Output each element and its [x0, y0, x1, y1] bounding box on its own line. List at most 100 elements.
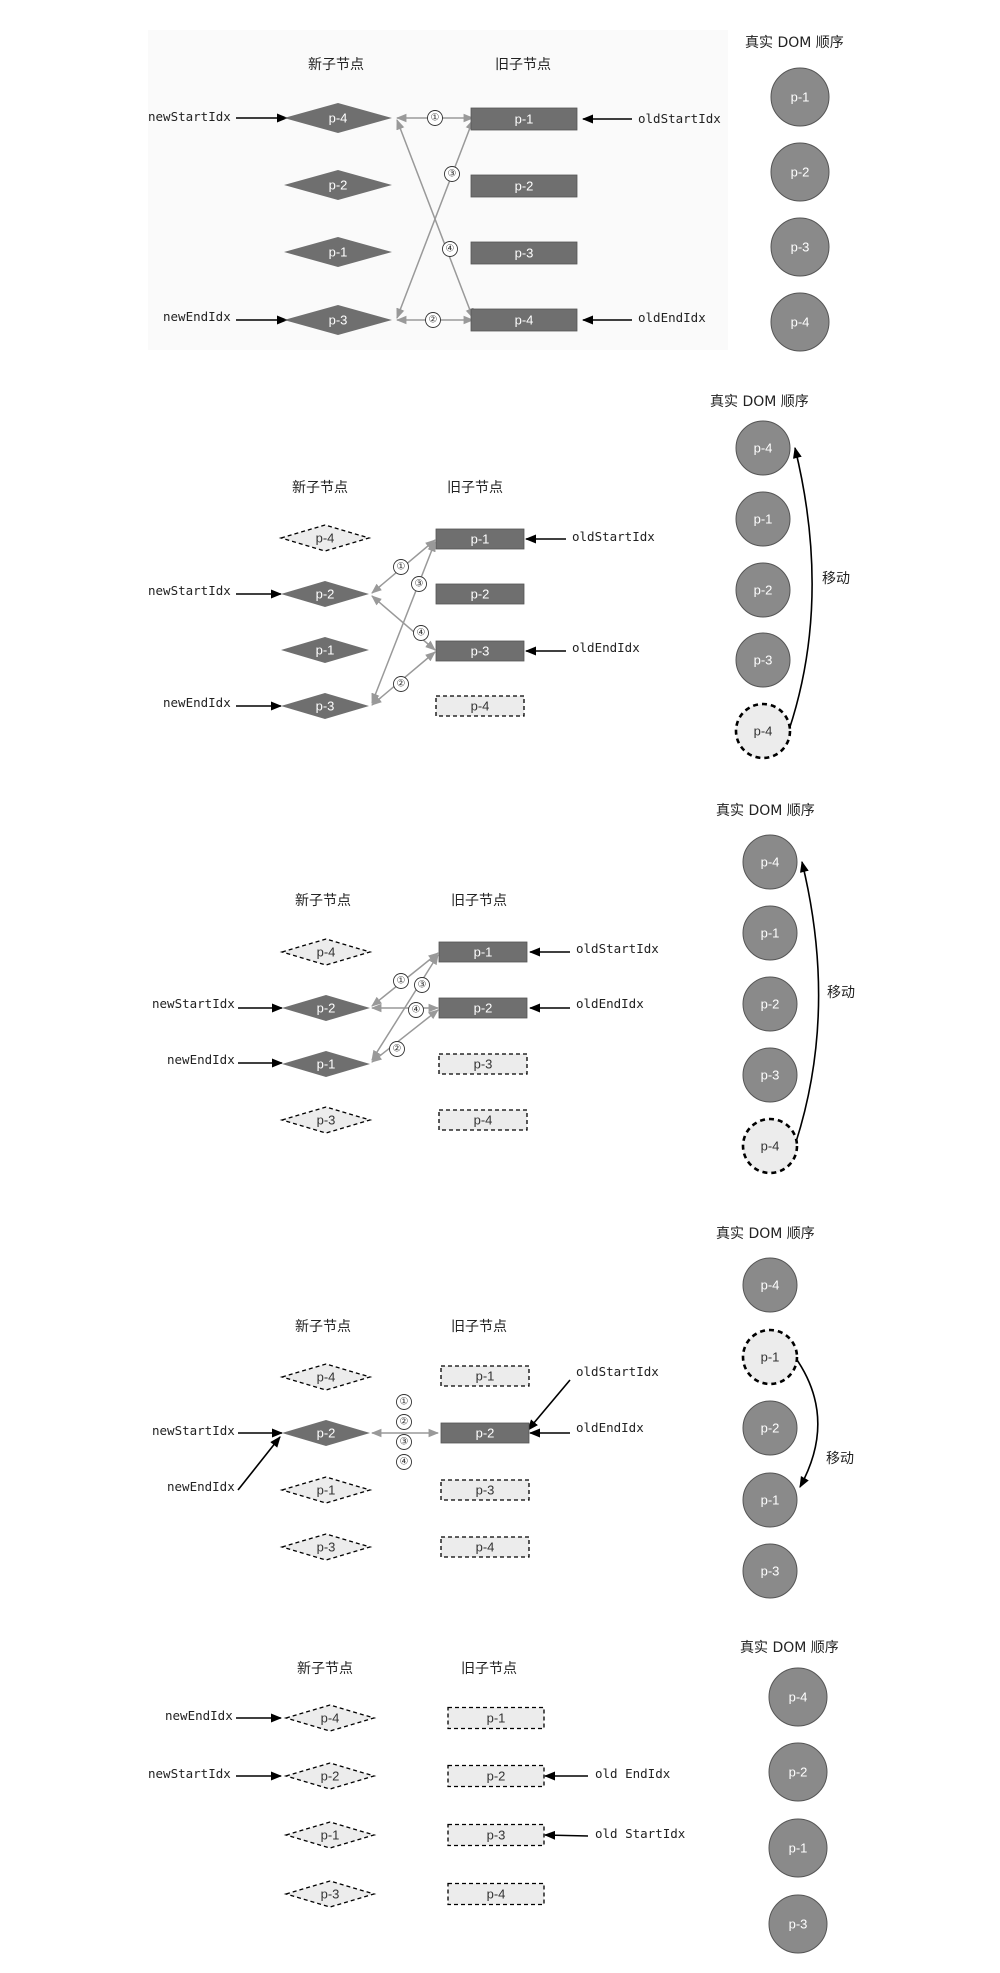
compare-2-number: ②	[400, 1417, 409, 1428]
oldStartIdx-label: oldStartIdx	[576, 941, 659, 956]
newEndIdx-label: newEndIdx	[163, 695, 231, 710]
compare-2-number: ②	[429, 315, 438, 326]
new-vnode-p-1: p-1	[281, 637, 369, 663]
dom-node-label: p-4	[761, 1278, 780, 1293]
old-vnode-p-3: p-3	[438, 1053, 528, 1075]
dom-node-p-2: p-2	[742, 1400, 798, 1456]
oldStartIdx-label: old StartIdx	[595, 1826, 686, 1841]
old-vnode-label: p-4	[474, 1113, 493, 1128]
old-vnode-label: p-1	[487, 1711, 506, 1726]
newEndIdx-arrow	[237, 1436, 281, 1491]
newStartIdx-label: newStartIdx	[152, 996, 235, 1011]
old-vnode-p-3: p-3	[440, 1479, 530, 1501]
dom-node-p-1: p-1	[768, 1818, 828, 1878]
new-vnode-p-4: p-4	[278, 524, 372, 552]
new-vnode-label: p-2	[317, 1001, 336, 1016]
dom-node-label: p-4	[761, 1139, 780, 1154]
panel-5: 新子节点 旧子节点 真实 DOM 顺序 newEndIdx newStartId…	[148, 1640, 839, 1954]
dom-node-p-4: p-4	[768, 1667, 828, 1727]
new-vnode-label: p-4	[317, 1370, 336, 1385]
old-vnode-label: p-1	[515, 112, 534, 127]
compare-3-number: ③	[400, 1437, 409, 1448]
compare-4-number: ④	[446, 244, 455, 255]
real-dom-order-header: 真实 DOM 顺序	[716, 803, 815, 819]
oldStartIdx-arrow	[543, 1830, 589, 1840]
old-vnode-label: p-4	[515, 313, 534, 328]
oldStartIdx-arrow	[527, 1379, 571, 1431]
dom-node-p-2: p-2	[768, 1742, 828, 1802]
dom-node-p-4: p-4	[770, 292, 830, 352]
dom-node-label: p-1	[761, 926, 780, 941]
new-vnode-label: p-3	[317, 1113, 336, 1128]
compare-3-number: ③	[448, 169, 457, 180]
old-vnode-p-4: p-4	[470, 308, 578, 332]
old-vnode-p-4: p-4	[440, 1536, 530, 1558]
dom-node-label: p-3	[754, 653, 773, 668]
oldEndIdx-label: oldEndIdx	[576, 996, 644, 1011]
move-arrow	[794, 1356, 819, 1488]
compare-2-number: ②	[393, 1044, 402, 1055]
move-label: 移动	[827, 985, 855, 1001]
new-vnode-label: p-3	[321, 1887, 340, 1902]
old-vnode-p-1: p-1	[447, 1706, 545, 1730]
old-vnode-p-3: p-3	[435, 640, 525, 662]
newEndIdx-label: newEndIdx	[167, 1052, 235, 1067]
newEndIdx-label: newEndIdx	[165, 1708, 233, 1723]
panel-2: 新子节点 旧子节点 真实 DOM 顺序 newStartIdx newEndId…	[148, 394, 850, 760]
oldStartIdx-label: oldStartIdx	[576, 1364, 659, 1379]
dom-node-label: p-2	[791, 165, 810, 180]
old-children-header: 旧子节点	[451, 1319, 507, 1335]
old-vnode-p-1: p-1	[440, 1365, 530, 1387]
dom-node-label: p-4	[754, 441, 773, 456]
new-vnode-label: p-3	[329, 313, 348, 328]
new-vnode-p-3: p-3	[283, 1880, 377, 1908]
new-vnode-p-1: p-1	[279, 1476, 373, 1504]
old-vnode-label: p-3	[474, 1057, 493, 1072]
old-vnode-p-1: p-1	[470, 107, 578, 131]
dom-node-label: p-2	[789, 1765, 808, 1780]
compare-1-number: ①	[397, 562, 406, 573]
old-vnode-label: p-2	[474, 1001, 493, 1016]
new-vnode-p-2: p-2	[283, 1762, 377, 1790]
dom-node-p-4: p-4	[734, 702, 792, 760]
panel-4: 新子节点 旧子节点 真实 DOM 顺序 newStartIdx newEndId…	[152, 1226, 854, 1599]
old-vnode-label: p-4	[471, 699, 490, 714]
dom-node-p-1: p-1	[742, 905, 798, 961]
old-vnode-label: p-3	[471, 644, 490, 659]
old-vnode-p-3: p-3	[470, 241, 578, 265]
new-vnode-label: p-1	[321, 1828, 340, 1843]
dom-node-p-1: p-1	[735, 491, 791, 547]
old-children-header: 旧子节点	[447, 480, 503, 496]
compare-3-number: ③	[415, 579, 424, 590]
old-vnode-label: p-4	[487, 1887, 506, 1902]
new-vnode-label: p-3	[317, 1540, 336, 1555]
dom-node-label: p-3	[791, 240, 810, 255]
old-vnode-label: p-2	[471, 587, 490, 602]
new-vnode-label: p-2	[329, 178, 348, 193]
dom-node-p-2: p-2	[742, 976, 798, 1032]
dom-node-p-3: p-3	[770, 217, 830, 277]
dom-node-label: p-4	[789, 1690, 808, 1705]
dom-node-p-3: p-3	[742, 1543, 798, 1599]
old-vnode-p-2: p-2	[470, 174, 578, 198]
old-vnode-label: p-3	[487, 1828, 506, 1843]
new-vnode-p-4: p-4	[283, 1704, 377, 1732]
old-children-header: 旧子节点	[495, 57, 551, 73]
compare-4-number: ④	[417, 628, 426, 639]
move-arrow	[788, 446, 813, 731]
oldEndIdx-label: oldEndIdx	[638, 310, 706, 325]
new-vnode-label: p-1	[329, 245, 348, 260]
old-vnode-p-4: p-4	[435, 695, 525, 717]
new-vnode-label: p-4	[317, 945, 336, 960]
new-vnode-p-1: p-1	[283, 1821, 377, 1849]
new-vnode-p-3: p-3	[279, 1533, 373, 1561]
old-vnode-p-3: p-3	[447, 1823, 545, 1847]
dom-node-label: p-1	[791, 90, 810, 105]
dom-node-label: p-1	[754, 512, 773, 527]
new-vnode-p-4: p-4	[279, 938, 373, 966]
dom-node-label: p-1	[761, 1493, 780, 1508]
old-vnode-label: p-2	[487, 1769, 506, 1784]
dom-node-label: p-3	[761, 1564, 780, 1579]
old-vnode-label: p-1	[471, 532, 490, 547]
real-dom-order-header: 真实 DOM 顺序	[740, 1640, 839, 1656]
